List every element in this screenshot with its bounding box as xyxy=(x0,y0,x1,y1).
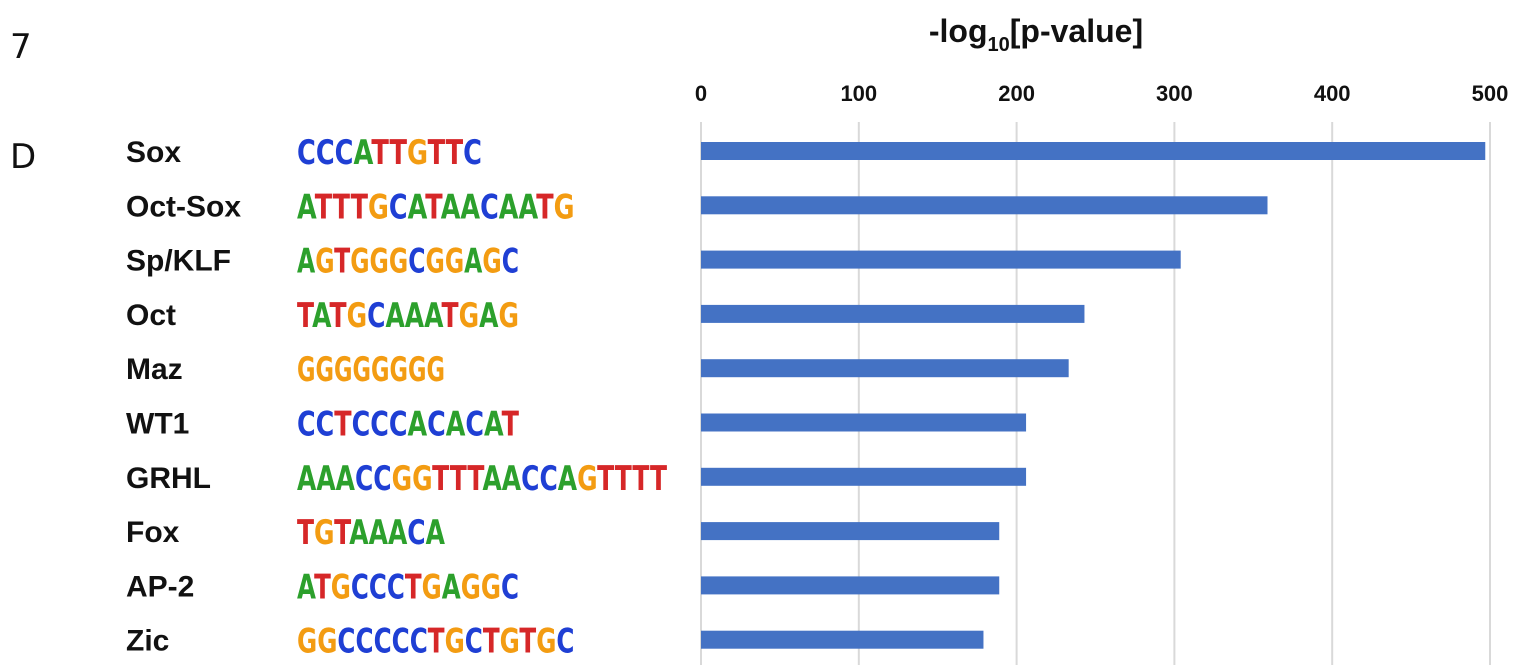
motif-logo: TGTAAACA xyxy=(297,513,445,553)
bar-wt1 xyxy=(701,413,1027,432)
x-tick-label: 300 xyxy=(1156,81,1193,106)
bar-grhl xyxy=(701,467,1027,486)
motif-logo: CCCATTGTTC xyxy=(297,133,482,173)
motif-logo: GGGGGGGG xyxy=(297,350,445,390)
panel-number: 7 xyxy=(10,27,32,67)
row-label: WT1 xyxy=(126,408,189,441)
bars xyxy=(701,142,1486,649)
bar-zic xyxy=(701,630,984,649)
x-tick-label: 200 xyxy=(998,81,1035,106)
bar-fox xyxy=(701,522,1000,541)
row-labels: Sox Oct-Sox Sp/KLF Oct Maz WT1 GRHL Fox AP-2 Zic xyxy=(126,136,241,658)
x-tick-labels: 0 100 200 300 400 500 xyxy=(695,81,1508,106)
row-label: GRHL xyxy=(126,462,211,495)
bar-oct xyxy=(701,304,1085,323)
x-tick-label: 400 xyxy=(1314,81,1351,106)
panel-letter: D xyxy=(10,137,36,177)
row-label: Maz xyxy=(126,353,183,386)
row-label: Oct-Sox xyxy=(126,190,241,223)
motif-logos: CCCATTGTTC ATTTGCATAACAATG AGTGGGCGGAGC TAT… xyxy=(297,133,668,662)
motif-logo: GGCCCCCTGCTGTGC xyxy=(297,622,575,662)
motif-logo: ATGCCCTGAGGC xyxy=(297,567,519,607)
bar-sox xyxy=(701,142,1486,160)
bar-maz xyxy=(701,359,1069,378)
motif-logo: ATTTGCATAACAATG xyxy=(297,187,575,227)
axis-title: -log10[p-value] xyxy=(929,13,1143,56)
row-label: Zic xyxy=(126,625,169,658)
x-tick-label: 100 xyxy=(840,81,877,106)
motif-logo: AGTGGGCGGAGC xyxy=(297,242,519,282)
bar-oct-sox xyxy=(701,196,1268,215)
row-label: Fox xyxy=(126,516,180,549)
x-tick-label: 0 xyxy=(695,81,707,106)
x-tick-label: 500 xyxy=(1472,81,1509,106)
bar-sp-klf xyxy=(701,250,1181,269)
row-label: Sp/KLF xyxy=(126,245,231,278)
row-label: Oct xyxy=(126,299,176,332)
row-label: AP-2 xyxy=(126,570,194,603)
motif-logo: CCTCCCACACAT xyxy=(297,405,520,445)
motif-logo: TATGCAAATGAG xyxy=(297,296,519,336)
motif-logo: AAACCGGTTTAACCAGTTTT xyxy=(297,459,668,499)
bar-ap-2 xyxy=(701,576,1000,595)
row-label: Sox xyxy=(126,136,181,169)
